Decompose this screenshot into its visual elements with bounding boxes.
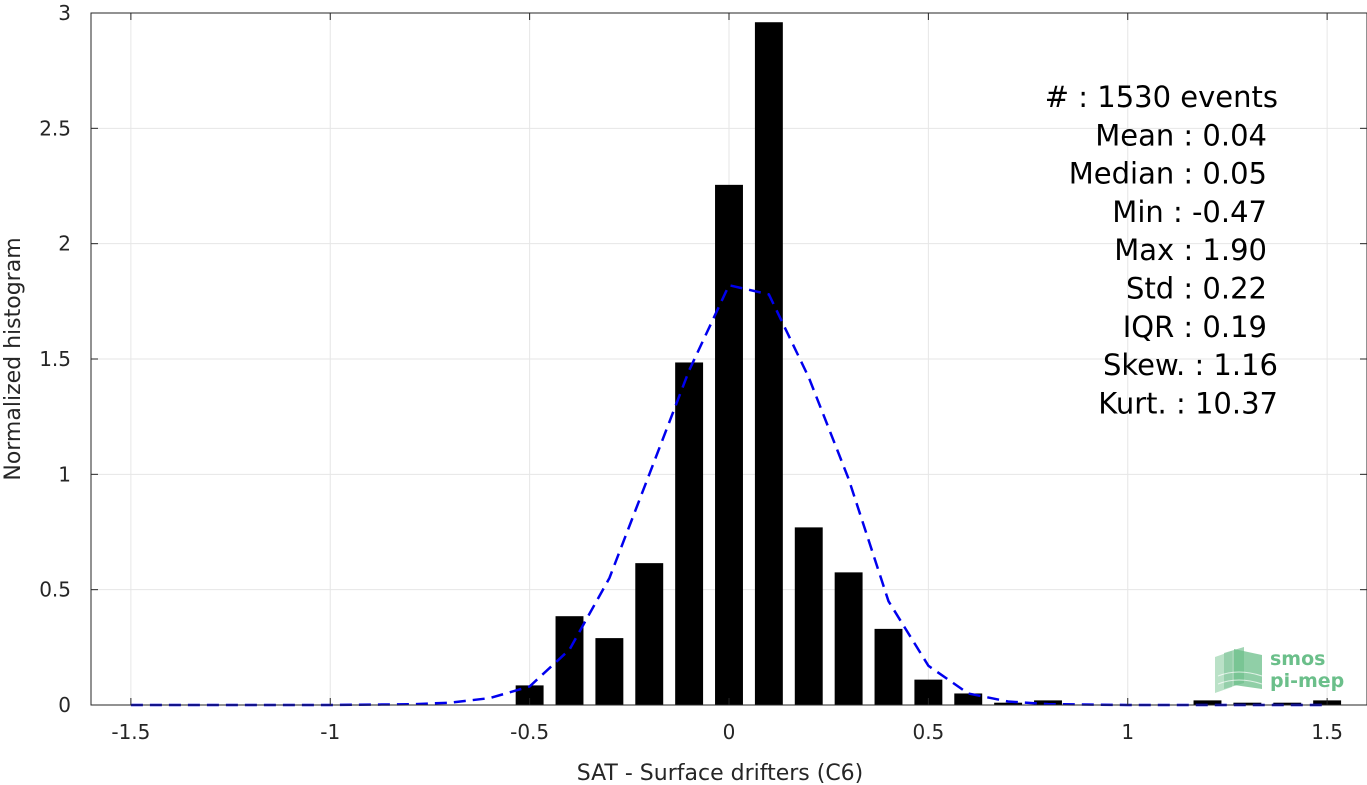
stats-line: Min : -0.47 xyxy=(1112,195,1267,229)
y-tick-label: 1.5 xyxy=(39,347,71,371)
logo-mark-icon xyxy=(1215,647,1263,693)
y-axis-label: Normalized histogram xyxy=(1,237,26,480)
logo-text-pimep: pi-mep xyxy=(1270,670,1344,692)
histogram-bar xyxy=(715,184,743,705)
x-tick-label: -1 xyxy=(320,720,340,744)
stats-line: # : 1530 events xyxy=(1045,80,1278,114)
x-axis: -1.5 -1 -0.5 0 0.5 1 1.5 xyxy=(111,13,1343,744)
histogram-bar xyxy=(515,685,544,705)
histogram-bar xyxy=(675,362,704,705)
x-axis-label: SAT - Surface drifters (C6) xyxy=(577,761,864,785)
stats-line: Mean : 0.04 xyxy=(1095,118,1267,152)
y-tick-label: 2.5 xyxy=(39,116,71,140)
histogram-bar xyxy=(635,563,664,705)
x-tick-label: 1.5 xyxy=(1311,720,1343,744)
histogram-bar xyxy=(1273,702,1302,705)
histogram-bar xyxy=(874,628,903,705)
stats-line: IQR : 0.19 xyxy=(1123,310,1267,344)
histogram-bar xyxy=(794,527,823,705)
y-axis: 0 0.5 1 1.5 2 2.5 3 xyxy=(39,1,1367,717)
bars xyxy=(515,22,1342,705)
y-tick-label: 0 xyxy=(58,693,71,717)
histogram-bar xyxy=(1193,700,1222,705)
stats-line: Skew. : 1.16 xyxy=(1103,348,1278,382)
histogram-bar xyxy=(1233,702,1262,705)
histogram-bar xyxy=(595,638,624,705)
logo-text-smos: smos xyxy=(1270,648,1325,670)
y-tick-label: 0.5 xyxy=(39,578,71,602)
histogram-bar xyxy=(994,702,1023,705)
y-tick-label: 3 xyxy=(58,1,71,25)
x-tick-label: 1 xyxy=(1121,720,1134,744)
histogram-bar xyxy=(1034,700,1062,705)
stats-line: Kurt. : 10.37 xyxy=(1098,386,1278,420)
x-tick-label: 0.5 xyxy=(912,720,944,744)
stats-line: Median : 0.05 xyxy=(1069,157,1267,191)
smos-pimep-logo: smos pi-mep xyxy=(1215,647,1344,693)
histogram-bar xyxy=(555,616,584,705)
histogram-bar xyxy=(954,693,983,705)
x-tick-label: -0.5 xyxy=(510,720,549,744)
histogram-bar xyxy=(834,572,863,705)
histogram-bar xyxy=(754,22,783,705)
y-tick-label: 2 xyxy=(58,232,71,256)
y-tick-label: 1 xyxy=(58,462,71,486)
stats-line: Std : 0.22 xyxy=(1126,272,1267,306)
statistics-annotation: # : 1530 events Mean : 0.04 Median : 0.05 M… xyxy=(1045,80,1278,420)
x-tick-label: -1.5 xyxy=(111,720,150,744)
stats-line: Max : 1.90 xyxy=(1114,233,1267,267)
fit-curve-line xyxy=(130,283,1328,707)
x-tick-label: 0 xyxy=(723,720,736,744)
